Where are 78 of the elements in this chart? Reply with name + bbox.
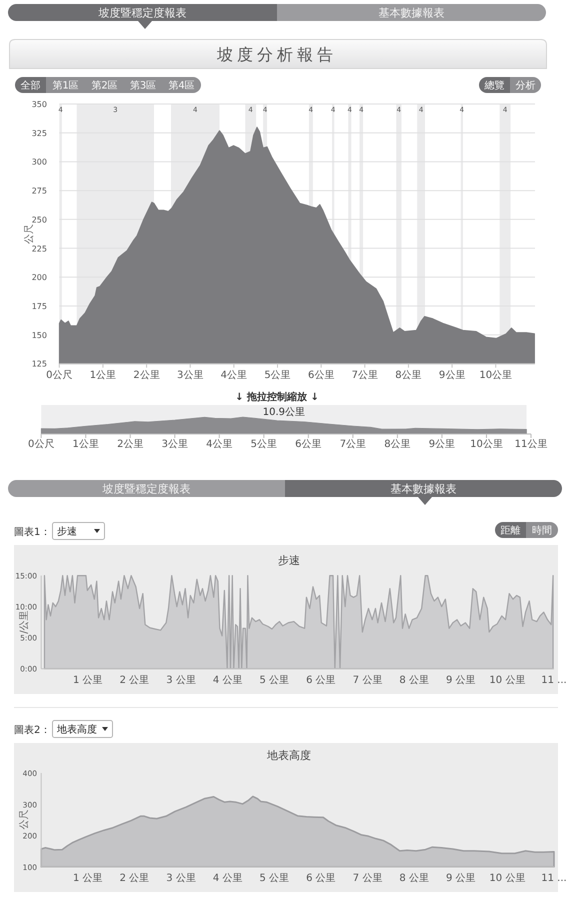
dropdown: 步速: [52, 522, 105, 540]
button: 時間: [526, 522, 558, 538]
y-tick-label: 225: [32, 244, 47, 254]
x-tick-label: 6公里: [295, 438, 322, 450]
x-tick-label: 2 公里: [120, 872, 150, 884]
y-axis-title: 公尺: [18, 810, 30, 830]
text: 圖表2：: [14, 724, 50, 736]
button: 分析: [510, 77, 541, 93]
x-tick-label: 4公里: [220, 369, 248, 381]
x-tick-label: 5 公里: [260, 872, 290, 884]
y-tick-label: 300: [32, 158, 47, 167]
text: ↓ 拖拉控制縮放 ↓: [235, 391, 319, 403]
band-label: 10.9公里: [262, 406, 306, 418]
x-tick-label: 10公里: [470, 438, 503, 450]
x-tick-label: 1公里: [72, 438, 99, 450]
x-tick-label: 5公里: [250, 438, 278, 450]
x-tick-label: 8公里: [384, 438, 411, 450]
x-tick-label: 1 公里: [73, 872, 103, 884]
button: 第4區: [162, 77, 201, 93]
x-tick-label: 7公里: [352, 369, 378, 381]
x-tick-label: 9公里: [438, 369, 466, 381]
x-tick-label: 6 公里: [306, 872, 336, 884]
button: 總覽: [479, 77, 510, 93]
y-tick-label: 150: [32, 330, 47, 340]
x-tick-label: 11 ...: [541, 873, 567, 884]
x-tick-label: 4 公里: [212, 674, 242, 686]
x-tick-label: 3公里: [162, 438, 188, 450]
x-tick-label: 10 公里: [489, 674, 526, 686]
x-tick-label: 8 公里: [399, 872, 429, 884]
tab: 坡度暨穩定度報表: [8, 480, 285, 497]
y-axis-title: 公尺: [23, 224, 35, 244]
x-tick-label: 8公里: [395, 369, 422, 381]
button: 第2區: [85, 77, 124, 93]
x-tick-label: 10公里: [479, 369, 512, 381]
y-tick-label: 125: [32, 360, 47, 369]
x-tick-label: 2公里: [133, 369, 160, 381]
y-tick-label: 175: [32, 302, 47, 311]
x-tick-label: 2 公里: [120, 674, 150, 686]
x-tick-label: 3 公里: [166, 872, 196, 884]
chart-title: 坡度分析報告: [216, 45, 337, 64]
y-tick-label: 250: [32, 215, 47, 224]
x-tick-label: 1公里: [90, 369, 116, 381]
x-tick-label: 11公里: [514, 438, 548, 450]
button: 第3區: [124, 77, 162, 93]
x-tick-label: 1 公里: [73, 674, 103, 686]
button: 全部: [15, 77, 46, 93]
x-tick-label: 11 ...: [541, 675, 567, 686]
text: 圖表1：: [14, 526, 50, 538]
x-tick-label: 6 公里: [306, 674, 336, 686]
button: 第1區: [46, 77, 85, 93]
x-tick-label: 3 公里: [166, 674, 196, 686]
x-tick-label: 2公里: [117, 438, 144, 450]
x-tick-label: 4 公里: [212, 872, 242, 884]
y-tick-label: 325: [32, 128, 47, 138]
x-tick-label: 5 公里: [260, 674, 290, 686]
chart-title: 地表高度: [266, 749, 311, 762]
x-tick-label: 7 公里: [352, 872, 382, 884]
x-tick-label: 6公里: [308, 369, 334, 381]
x-tick-label: 3公里: [177, 369, 204, 381]
x-tick-label: 5公里: [264, 369, 291, 381]
y-axis-title: /公里: [18, 610, 30, 634]
button: 距離: [495, 522, 526, 538]
x-tick-label: 0公尺: [28, 438, 54, 450]
y-tick-label: 350: [32, 100, 47, 109]
x-tick-label: 9 公里: [446, 872, 476, 884]
chart-title: 步速: [278, 554, 300, 567]
x-tick-label: 9公里: [428, 438, 456, 450]
dropdown: 地表高度: [52, 720, 113, 738]
x-tick-label: 4公里: [206, 438, 232, 450]
x-tick-label: 8 公里: [399, 674, 429, 686]
x-tick-label: 10 公里: [489, 872, 526, 884]
y-tick-label: 200: [32, 273, 47, 282]
x-tick-label: 0公尺: [46, 369, 72, 381]
y-tick-label: 275: [32, 186, 47, 196]
x-tick-label: 7公里: [340, 438, 366, 450]
x-tick-label: 9 公里: [446, 674, 476, 686]
tab: 基本數據報表: [277, 4, 546, 21]
x-tick-label: 7 公里: [352, 674, 382, 686]
